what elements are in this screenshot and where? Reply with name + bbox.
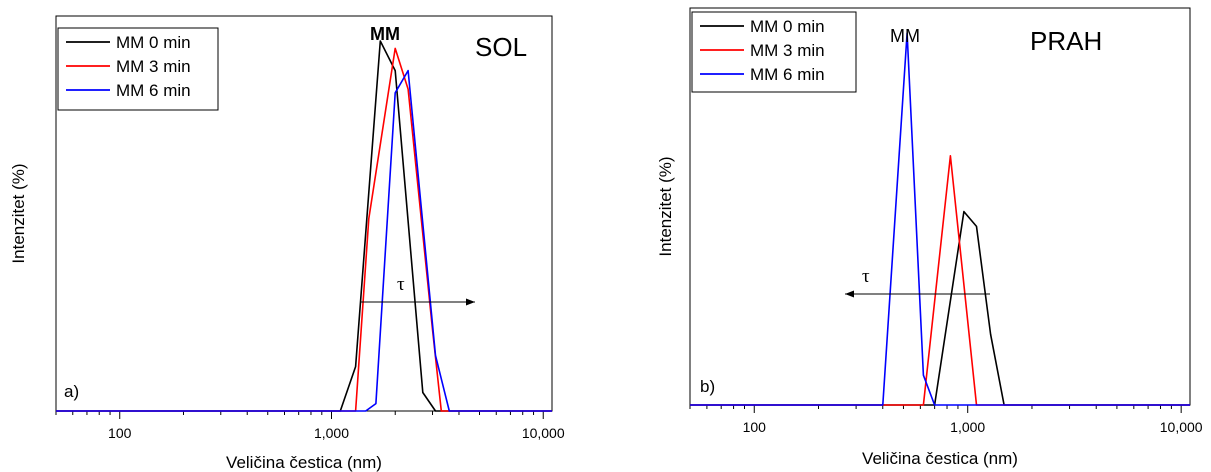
series-line-2 — [56, 47, 552, 412]
x-tick-label: 1,000 — [950, 419, 985, 435]
legend-label: MM 6 min — [750, 65, 825, 84]
tau-arrow-head — [845, 290, 854, 298]
tau-label: τ — [862, 266, 870, 287]
series-line-3 — [690, 32, 1190, 406]
x-axis-label: Veličina čestica (nm) — [862, 449, 1018, 468]
sample-label: PRAH — [1030, 26, 1102, 56]
peak-label: MM — [890, 26, 920, 46]
peak-label: MM — [370, 24, 400, 44]
panel-letter: a) — [64, 382, 79, 401]
tau-label: τ — [397, 274, 405, 295]
chart-panel-1: 100 1,000 10,000 Veličina čestica (nm) Inten… — [9, 15, 565, 472]
y-axis-label: Intenzitet (%) — [656, 156, 675, 256]
legend: MM 0 min MM 3 min MM 6 min — [57, 27, 219, 111]
legend: MM 0 min MM 3 min MM 6 min — [691, 11, 857, 93]
series-line-1 — [56, 40, 552, 412]
legend-label: MM 3 min — [750, 41, 825, 60]
x-axis-label: Veličina čestica (nm) — [226, 453, 382, 472]
x-axis-ticks — [55, 411, 544, 419]
legend-label: MM 6 min — [116, 81, 191, 100]
x-axis-ticks — [689, 405, 1182, 413]
legend-label: MM 3 min — [116, 57, 191, 76]
x-tick-label: 100 — [743, 419, 767, 435]
chart-panel-2: 100 1,000 10,000 Veličina čestica (nm) Inten… — [656, 7, 1203, 468]
tau-arrow-head — [466, 298, 475, 306]
legend-label: MM 0 min — [116, 33, 191, 52]
y-axis-label: Intenzitet (%) — [9, 163, 28, 263]
legend-label: MM 0 min — [750, 17, 825, 36]
x-tick-label: 10,000 — [522, 425, 565, 441]
series-line-3 — [56, 69, 552, 412]
x-tick-label: 10,000 — [1160, 419, 1203, 435]
series-line-1 — [690, 210, 1190, 406]
x-tick-label: 100 — [108, 425, 132, 441]
x-tick-label: 1,000 — [314, 425, 349, 441]
panel-letter: b) — [700, 377, 715, 396]
sample-label: SOL — [475, 32, 527, 62]
